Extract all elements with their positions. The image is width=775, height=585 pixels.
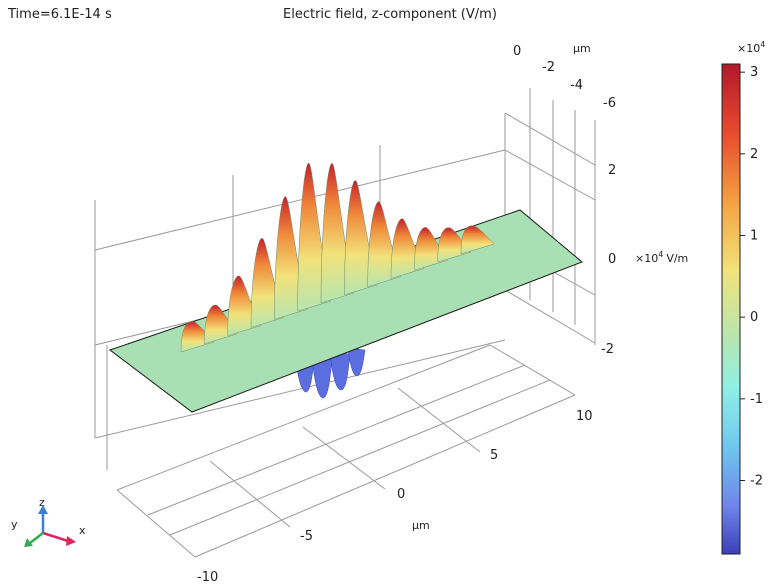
colorbar-tick-label: -2 bbox=[750, 474, 763, 489]
x-tick-neg5: -5 bbox=[300, 529, 313, 544]
z-axis-unit-label: ×104 V/m bbox=[635, 250, 688, 265]
y-axis-unit: µm bbox=[573, 42, 591, 55]
y-tick-3: -6 bbox=[603, 96, 616, 111]
colorbar: ×104 3 2 1 0 -1 -2 bbox=[721, 40, 765, 555]
triad-y-axis bbox=[29, 532, 44, 544]
z-tick-2: 2 bbox=[608, 163, 616, 178]
x-tick-0: 0 bbox=[397, 487, 405, 502]
y-tick-2: -4 bbox=[570, 78, 583, 93]
colorbar-gradient bbox=[722, 64, 740, 554]
colorbar-tick-label: 2 bbox=[750, 147, 758, 162]
colorbar-tick-label: 1 bbox=[750, 229, 758, 244]
triad-z-arrow bbox=[38, 505, 48, 514]
z-tick-neg2: -2 bbox=[601, 342, 614, 357]
x-tick-neg10: -10 bbox=[197, 570, 218, 585]
colorbar-tick-label: -1 bbox=[750, 392, 763, 407]
triad-x-label: x bbox=[79, 524, 86, 537]
z-tick-0: 0 bbox=[608, 252, 616, 267]
triad-x-axis bbox=[42, 531, 69, 543]
x-axis-unit: µm bbox=[412, 519, 430, 532]
colorbar-multiplier: ×104 bbox=[737, 40, 765, 55]
colorbar-frame bbox=[721, 63, 741, 555]
plot-title: Electric field, z-component (V/m) bbox=[283, 7, 497, 22]
colorbar-tick-label: 0 bbox=[750, 310, 758, 325]
colorbar-tick-label: 3 bbox=[750, 65, 758, 80]
time-label: Time=6.1E-14 s bbox=[7, 7, 112, 22]
x-tick-5: 5 bbox=[490, 448, 498, 463]
axis-triad: z y x bbox=[11, 496, 86, 547]
triad-x-arrow bbox=[66, 536, 76, 546]
wavefronts bbox=[180, 162, 495, 353]
negative-lobes bbox=[295, 347, 366, 399]
wave-crest bbox=[460, 225, 495, 255]
triad-z-label: z bbox=[39, 496, 45, 509]
y-tick-1: -2 bbox=[542, 60, 555, 75]
triad-y-label: y bbox=[11, 518, 18, 531]
y-tick-0: 0 bbox=[513, 44, 521, 59]
x-tick-10: 10 bbox=[576, 409, 593, 424]
axes-grid bbox=[94, 88, 596, 558]
triad-y-arrow bbox=[24, 538, 33, 547]
